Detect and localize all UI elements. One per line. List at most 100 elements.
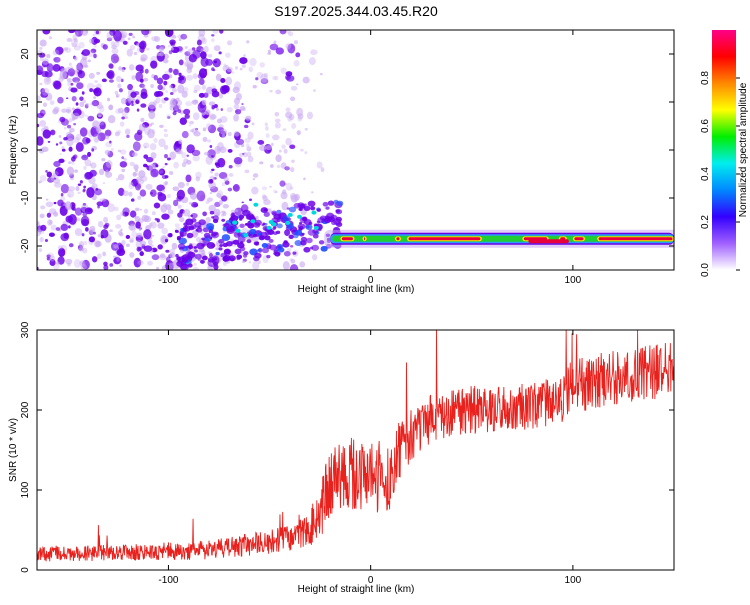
spectrogram-blob [85, 137, 91, 144]
spectrogram-blob [71, 208, 75, 211]
x-tick-label: 100 [565, 575, 582, 586]
spectrogram-blob [115, 223, 122, 229]
spectrogram-blob [77, 183, 82, 186]
spectrogram-blob [87, 115, 95, 122]
spectrogram-blob [73, 258, 81, 268]
spectrogram-blob [172, 110, 177, 116]
spectrogram-blob [214, 162, 220, 166]
spectrogram-blob [50, 224, 57, 231]
spectrogram-blob [259, 144, 267, 152]
spectrogram-blob [227, 187, 233, 192]
spectrogram-blob [99, 106, 105, 113]
spectrogram-blob [286, 30, 291, 34]
spectrogram-blob [251, 186, 259, 195]
spectrogram-blob [170, 97, 177, 107]
spectrogram-blob [206, 197, 213, 202]
snr-panel: -100 0 100 0 100 200 300 Height of straight l… [8, 321, 675, 595]
spectrogram-blob [143, 154, 149, 159]
spectrogram-blob [248, 261, 252, 264]
spectrogram-blob [168, 262, 175, 270]
spectrogram-blob [92, 120, 100, 129]
spectrogram-blob [60, 183, 69, 194]
spectrogram-blob [117, 83, 122, 89]
spectrogram-blob [264, 208, 268, 212]
spectrogram-blob [88, 72, 95, 79]
spectrogram-blob [198, 219, 206, 226]
spectrogram-blob [283, 148, 288, 154]
spectrogram-blob [95, 126, 101, 132]
spectrogram-blob [126, 134, 130, 138]
spectrogram-blob [139, 208, 143, 211]
spectrogram-blob [98, 101, 102, 105]
spectrogram-blob [81, 30, 88, 36]
spectrogram-blob [303, 203, 307, 206]
spectrogram-blob [172, 186, 180, 192]
spectrogram-blob [220, 195, 228, 202]
spectrogram-blob [95, 30, 100, 35]
spectrogram-blob [280, 191, 288, 200]
spectrogram-blob [220, 116, 228, 123]
spectrogram-blob [101, 157, 106, 162]
spectrogram-blob [216, 193, 222, 198]
spectrogram-blob [120, 78, 124, 83]
spectrogram-blob [122, 40, 128, 45]
spectrogram-blob [164, 162, 168, 166]
spectrogram-blob [153, 100, 158, 106]
spectrogram-hot-blob [285, 220, 291, 225]
spectrogram-blob [116, 257, 120, 262]
spectrogram-blob [261, 186, 268, 191]
spectrogram-blob [261, 247, 270, 254]
spectrogram-blob [261, 242, 268, 248]
spectrogram-blob [241, 103, 244, 105]
spectrogram-blob [135, 176, 143, 182]
spectrogram-blob [93, 96, 97, 100]
spectrogram-blob [133, 51, 138, 56]
spectrogram-blob [312, 88, 317, 92]
spectrogram-blob [177, 204, 182, 209]
spectrogram-blob [319, 215, 327, 221]
spectrogram-blob [149, 189, 157, 197]
spectrogram-blob [158, 168, 166, 176]
spectrogram-blob [105, 169, 109, 175]
spectrogram-blob [138, 170, 146, 179]
spectrogram-blob [85, 171, 94, 179]
spectrogram-blob [246, 151, 252, 158]
spectrogram-blob [172, 35, 177, 39]
spectrogram-blob [221, 218, 226, 222]
spectrogram-blob [271, 142, 274, 146]
spectrogram-blob [49, 258, 56, 267]
spectrogram-blob [137, 260, 144, 266]
spectrogram-blob [183, 108, 191, 115]
spectrogram-blob [208, 229, 214, 234]
spectrogram-blob [46, 212, 52, 218]
spectrogram-blob [46, 63, 54, 72]
spectrogram-blob [89, 163, 93, 167]
spectrogram-blob [255, 241, 259, 245]
spectrogram-blob [263, 211, 270, 217]
spectrogram-blob [82, 212, 88, 217]
spectrogram-blob [81, 154, 89, 161]
spectrogram-blob [170, 47, 174, 51]
spectrogram-blob [53, 160, 61, 168]
spectrogram-blob [220, 77, 226, 84]
spectrogram-blob [163, 133, 169, 138]
spectrogram-blob [182, 208, 191, 217]
spectrogram-blob [242, 260, 246, 264]
spectrogram-blob [71, 107, 76, 111]
spectrogram-blob [223, 63, 227, 66]
spectrogram-blob [270, 164, 274, 168]
spectrogram-blob [187, 214, 191, 218]
spectrogram-blob [233, 81, 241, 91]
spectrogram-blob [189, 120, 194, 125]
spectrogram-blob [226, 225, 235, 233]
spectrogram-blob [153, 202, 161, 209]
spectrogram-blob [278, 149, 282, 153]
spectrogram-blob [53, 177, 57, 180]
spectrogram-blob [52, 108, 59, 115]
spectrogram-blob [107, 97, 111, 102]
spectrogram-blob [207, 124, 217, 134]
spectrogram-blob [157, 169, 164, 174]
spectrogram-blob [68, 186, 76, 192]
spectrogram-blob [200, 57, 209, 67]
spectrogram-blob [75, 102, 79, 106]
